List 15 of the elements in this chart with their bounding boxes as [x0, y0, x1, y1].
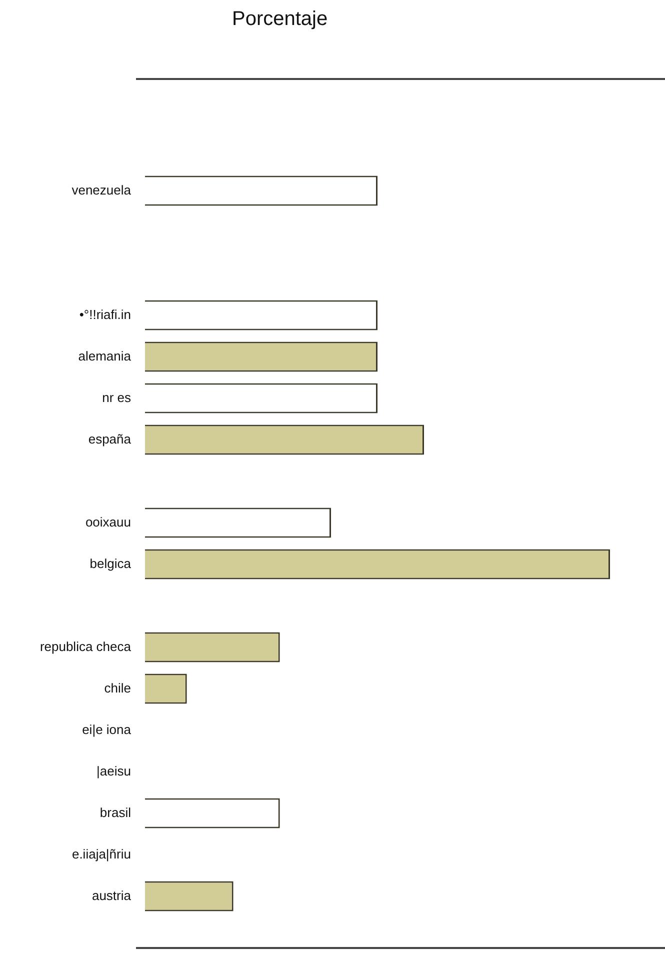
y-tick-label: belgica — [90, 556, 132, 571]
y-tick-label: |aeisu — [96, 763, 131, 778]
y-tick-label: ooixauu — [85, 514, 131, 530]
y-tick-label: españa — [88, 431, 132, 446]
y-tick-label: nr es — [102, 390, 132, 405]
y-tick-label: republica checa — [40, 638, 132, 654]
y-tick-label: alemania — [78, 348, 132, 364]
y-tick-label: •°!!riafi.in — [79, 306, 131, 322]
y-tick-label: austria — [92, 888, 132, 903]
y-tick-label: ei|e iona — [82, 722, 132, 737]
y-tick-label: chile — [104, 680, 131, 696]
chart-title: Porcentaje — [232, 8, 328, 31]
y-tick-label: e.iiaja|ñriu — [72, 846, 131, 862]
y-tick-label: venezuela — [72, 182, 132, 198]
y-tick-label: brasil — [100, 804, 132, 820]
